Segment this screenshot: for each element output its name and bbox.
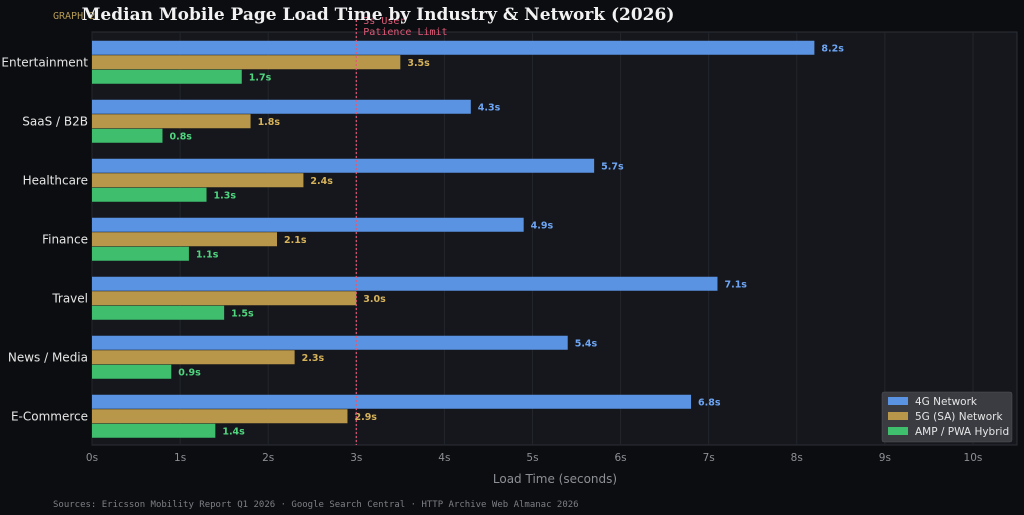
bar-value-label: 3.0s xyxy=(363,294,386,305)
bar-value-label: 1.4s xyxy=(222,427,245,438)
bar-value-label: 1.5s xyxy=(231,309,254,320)
x-tick-label: 2s xyxy=(262,452,274,464)
bar xyxy=(92,69,242,84)
legend-swatch xyxy=(888,397,908,405)
bar xyxy=(92,187,207,202)
bar-value-label: 3.5s xyxy=(407,58,430,69)
x-tick-label: 7s xyxy=(703,452,715,464)
x-tick-label: 5s xyxy=(526,452,538,464)
bar-value-label: 1.1s xyxy=(196,250,219,261)
x-tick-label: 1s xyxy=(174,452,186,464)
bar-value-label: 2.1s xyxy=(284,235,307,246)
x-axis-label: Load Time (seconds) xyxy=(493,472,617,486)
legend-entry: AMP / PWA Hybrid xyxy=(915,426,1009,438)
category-label: News / Media xyxy=(8,351,88,365)
bar xyxy=(92,173,304,188)
bar-value-label: 8.2s xyxy=(821,44,844,55)
x-tick-label: 4s xyxy=(438,452,450,464)
legend: 4G Network 5G (SA) Network AMP / PWA Hybri… xyxy=(881,391,1013,443)
x-tick-label: 8s xyxy=(791,452,803,464)
bar xyxy=(92,158,595,173)
bar xyxy=(92,128,163,143)
bar-value-label: 2.3s xyxy=(302,353,325,364)
bar-value-label: 5.4s xyxy=(575,339,598,350)
bar xyxy=(92,276,718,291)
category-label: Finance xyxy=(42,233,88,247)
bar-value-label: 0.9s xyxy=(178,368,201,379)
category-label: Entertainment xyxy=(1,56,88,70)
bar xyxy=(92,350,295,365)
bar xyxy=(92,99,471,114)
bar xyxy=(92,305,225,320)
sources-footnote: Sources: Ericsson Mobility Report Q1 202… xyxy=(53,500,579,510)
bar-value-label: 2.4s xyxy=(310,176,333,187)
reference-line-label: Patience Limit xyxy=(363,27,447,38)
bar-value-label: 4.3s xyxy=(478,103,501,114)
reference-line-label: 3s User xyxy=(363,16,405,27)
bar-value-label: 4.9s xyxy=(531,221,554,232)
bar-value-label: 6.8s xyxy=(698,398,721,409)
category-label: Travel xyxy=(51,292,88,306)
x-tick-label: 6s xyxy=(614,452,626,464)
legend-entry: 5G (SA) Network xyxy=(915,411,1003,423)
graph-label: GRAPH 2 xyxy=(53,11,95,22)
legend-swatch xyxy=(888,412,908,420)
x-tick-label: 0s xyxy=(86,452,98,464)
legend-box xyxy=(881,391,1013,443)
chart-title: Median Mobile Page Load Time by Industry… xyxy=(82,5,675,25)
bar-value-label: 1.8s xyxy=(258,117,281,128)
bar xyxy=(92,364,172,379)
category-label: E-Commerce xyxy=(11,410,88,424)
bar xyxy=(92,114,251,129)
bar-value-label: 1.7s xyxy=(249,73,272,84)
bar xyxy=(92,335,568,350)
bar xyxy=(92,232,277,247)
category-labels: Entertainment SaaS / B2B Healthcare Finance… xyxy=(1,56,88,424)
bar xyxy=(92,217,524,232)
bar xyxy=(92,40,815,55)
bar-value-label: 2.9s xyxy=(354,412,377,423)
legend-entry: 4G Network xyxy=(915,396,978,408)
x-tick-label: 10s xyxy=(964,452,983,464)
x-tick-labels: 0s 1s 2s 3s 4s 5s 6s 7s 8s 9s 10s xyxy=(86,452,982,464)
bar-value-label: 1.3s xyxy=(214,191,237,202)
bar xyxy=(92,246,189,261)
bar xyxy=(92,409,348,424)
bar xyxy=(92,394,692,409)
category-label: Healthcare xyxy=(23,174,88,188)
bar xyxy=(92,55,401,70)
bar xyxy=(92,423,216,438)
bar xyxy=(92,291,357,306)
bar-value-label: 5.7s xyxy=(601,162,624,173)
x-tick-label: 9s xyxy=(879,452,891,464)
category-label: SaaS / B2B xyxy=(22,115,88,129)
legend-swatch xyxy=(888,427,908,435)
x-tick-label: 3s xyxy=(350,452,362,464)
bar-value-label: 0.8s xyxy=(169,132,192,143)
bar-value-label: 7.1s xyxy=(724,280,747,291)
bars: 8.2s 3.5s 1.7s 4.3s 1.8s 0.8s 5.7s 2.4s 1.3s 4.9s… xyxy=(92,40,844,438)
